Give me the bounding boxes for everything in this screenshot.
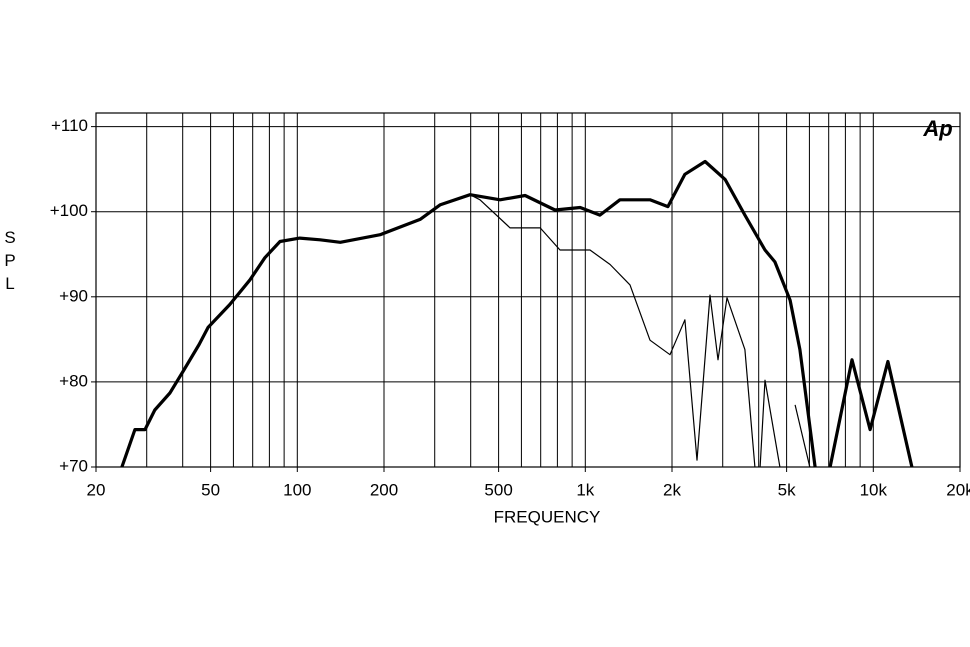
x-tick-label: 500 bbox=[484, 480, 512, 499]
y-tick-label: +70 bbox=[59, 456, 88, 475]
x-axis-label: FREQUENCY bbox=[494, 507, 601, 526]
x-tick-label: 20 bbox=[87, 480, 106, 499]
response-curve bbox=[469, 194, 811, 468]
x-tick-label: 10k bbox=[860, 480, 888, 499]
x-tick-label: 200 bbox=[370, 480, 398, 499]
x-tick-label: 50 bbox=[201, 480, 220, 499]
y-tick-label: +110 bbox=[51, 116, 88, 135]
x-tick-label: 100 bbox=[283, 480, 311, 499]
y-tick-label: +80 bbox=[59, 371, 88, 390]
plot-frame bbox=[95, 112, 961, 468]
x-tick-label: 20k bbox=[946, 480, 970, 499]
y-tick-label: +100 bbox=[50, 201, 88, 220]
y-axis-label: S P L bbox=[4, 228, 16, 293]
x-tick-label: 2k bbox=[663, 480, 681, 499]
y-tick-label: +90 bbox=[59, 286, 88, 305]
x-tick-label: 5k bbox=[778, 480, 796, 499]
logo: Ap bbox=[922, 116, 952, 141]
x-tick-label: 1k bbox=[576, 480, 594, 499]
response-curve bbox=[120, 159, 914, 468]
